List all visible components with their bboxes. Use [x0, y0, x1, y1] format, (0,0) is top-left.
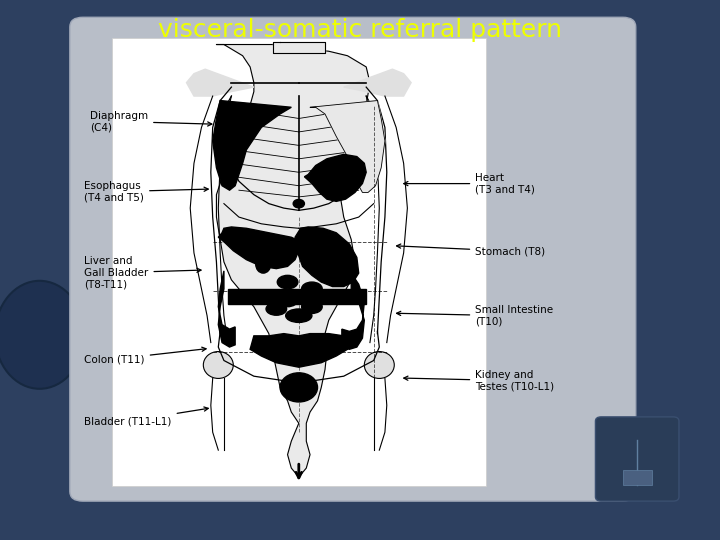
FancyBboxPatch shape	[595, 417, 679, 501]
Polygon shape	[186, 69, 254, 96]
Text: Stomach (T8): Stomach (T8)	[397, 244, 545, 256]
Ellipse shape	[203, 352, 233, 379]
Polygon shape	[310, 100, 385, 192]
Ellipse shape	[302, 300, 323, 313]
Circle shape	[293, 199, 305, 208]
Ellipse shape	[364, 352, 395, 379]
Ellipse shape	[277, 275, 298, 289]
Polygon shape	[212, 100, 292, 190]
Bar	[623, 470, 652, 485]
Polygon shape	[305, 154, 366, 201]
Ellipse shape	[320, 292, 337, 303]
Polygon shape	[342, 273, 364, 349]
Polygon shape	[273, 42, 325, 53]
Text: Bladder (T11-L1): Bladder (T11-L1)	[84, 407, 208, 426]
Polygon shape	[217, 44, 370, 477]
Ellipse shape	[256, 255, 271, 273]
FancyBboxPatch shape	[70, 17, 636, 501]
Ellipse shape	[0, 281, 84, 389]
Ellipse shape	[302, 282, 323, 295]
Polygon shape	[228, 289, 366, 305]
Text: visceral-somatic referral pattern: visceral-somatic referral pattern	[158, 18, 562, 42]
Text: Kidney and
Testes (T10-L1): Kidney and Testes (T10-L1)	[404, 370, 554, 392]
Text: Colon (T11): Colon (T11)	[84, 347, 206, 364]
Polygon shape	[218, 271, 235, 347]
Polygon shape	[295, 227, 359, 287]
Ellipse shape	[286, 309, 312, 322]
Text: Small Intestine
(T10): Small Intestine (T10)	[397, 305, 554, 327]
Text: Heart
(T3 and T4): Heart (T3 and T4)	[404, 173, 535, 194]
Ellipse shape	[277, 293, 298, 307]
Ellipse shape	[280, 373, 318, 402]
Polygon shape	[343, 69, 411, 96]
Bar	[112, 38, 486, 486]
Ellipse shape	[266, 303, 287, 315]
Text: Liver and
Gall Bladder
(T8-T11): Liver and Gall Bladder (T8-T11)	[84, 256, 201, 289]
Text: Esophagus
(T4 and T5): Esophagus (T4 and T5)	[84, 181, 208, 202]
Polygon shape	[218, 227, 301, 268]
Text: Diaphragm
(C4): Diaphragm (C4)	[90, 111, 212, 132]
Polygon shape	[250, 334, 348, 367]
